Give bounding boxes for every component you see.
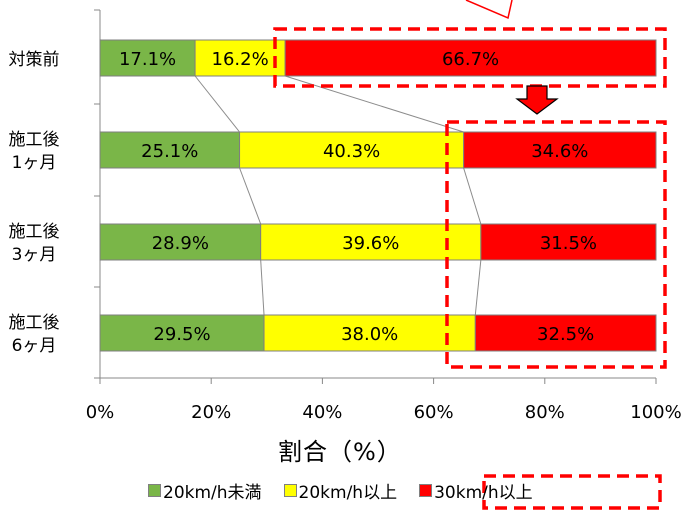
- legend-swatch: [419, 484, 433, 497]
- x-axis-title: 割合（%）: [278, 438, 402, 466]
- x-tick-label: 0%: [85, 402, 115, 423]
- legend-item: 30km/h以上: [419, 478, 533, 503]
- data-label: 28.9%: [152, 233, 209, 254]
- x-tick-label: 80%: [524, 402, 565, 423]
- series-connector-line: [474, 259, 482, 316]
- bar-segment: [99, 131, 241, 169]
- series-connector-line: [463, 167, 482, 225]
- data-label: 29.5%: [153, 324, 210, 345]
- x-tick-label: 20%: [191, 402, 232, 423]
- bar-segment: [263, 314, 476, 352]
- series-connector-line: [239, 167, 262, 225]
- series-connector-line: [260, 259, 265, 316]
- down-arrow-icon: [515, 85, 559, 115]
- bar-segment: [284, 39, 657, 77]
- bar-segment: [480, 223, 657, 261]
- highlight-box-after: [445, 120, 667, 369]
- legend-label: 20km/h以上: [298, 483, 398, 503]
- bar-segment: [99, 223, 262, 261]
- bar-segment: [260, 223, 482, 261]
- legend-swatch: [148, 484, 161, 497]
- data-label: 25.1%: [141, 141, 198, 162]
- bar-segment: [194, 39, 286, 77]
- legend-item: 20km/h以上: [283, 478, 398, 503]
- series-connector-line: [194, 75, 240, 133]
- data-label: 38.0%: [341, 324, 398, 345]
- series-connector-line: [284, 75, 464, 133]
- data-label: 39.6%: [342, 233, 399, 254]
- bar-segment: [239, 131, 465, 169]
- data-label: 16.2%: [212, 49, 269, 70]
- data-label: 40.3%: [323, 141, 380, 162]
- x-tick-label: 60%: [413, 402, 454, 423]
- category-label: 施工後 3ヶ月: [8, 222, 60, 265]
- legend-label: 30km/h以上: [434, 483, 533, 503]
- highlight-box-before: [273, 27, 667, 88]
- data-label: 31.5%: [540, 233, 597, 254]
- bar-segment: [99, 39, 196, 77]
- x-tick-label: 40%: [302, 402, 343, 423]
- legend-label: 20km/h未満: [163, 483, 262, 503]
- x-tick-label: 100%: [630, 402, 682, 423]
- data-label: 34.6%: [531, 141, 588, 162]
- bar-segment: [99, 314, 265, 352]
- bar-segment: [474, 314, 657, 352]
- callout-pointer: [465, 0, 513, 20]
- legend: 20km/h未満 20km/h以上 30km/h以上: [148, 478, 533, 503]
- category-label: 施工後 6ヶ月: [8, 313, 60, 356]
- bar-segment: [463, 131, 657, 169]
- data-label: 32.5%: [537, 324, 594, 345]
- category-label: 対策前: [8, 49, 60, 70]
- legend-swatch: [283, 484, 297, 497]
- legend-highlight-box: [482, 474, 662, 510]
- legend-item: 20km/h未満: [148, 478, 262, 503]
- category-label: 施工後 1ヶ月: [8, 130, 60, 173]
- data-label: 17.1%: [119, 49, 176, 70]
- data-label: 66.7%: [442, 49, 499, 70]
